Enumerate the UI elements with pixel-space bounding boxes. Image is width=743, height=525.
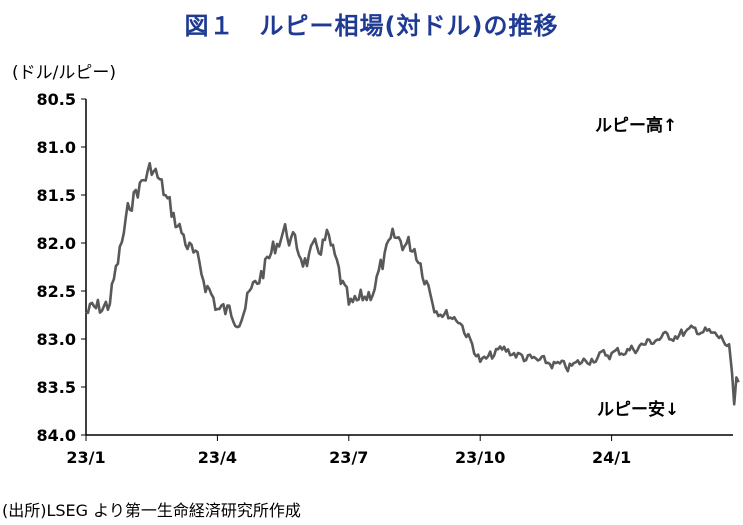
chart-title: 図１ ルピー相場(対ドル)の推移: [184, 12, 559, 40]
x-tick-label: 23/7: [329, 448, 368, 467]
y-axis-unit-label: (ドル/ルピー): [12, 63, 116, 83]
x-tick-label: 23/10: [455, 448, 505, 467]
y-tick-label: 81.0: [37, 138, 76, 157]
y-tick-label: 80.5: [37, 90, 76, 109]
x-tick-label: 23/4: [198, 448, 237, 467]
y-tick-label: 84.0: [37, 426, 76, 445]
y-tick-label: 81.5: [37, 186, 76, 205]
rupee-weak-annotation: ルピー安↓: [597, 399, 679, 420]
y-tick-label: 82.0: [37, 234, 76, 253]
y-tick-label: 82.5: [37, 282, 76, 301]
y-tick-label: 83.5: [37, 378, 76, 397]
rupee-rate-line: [85, 161, 740, 406]
x-tick-label: 24/1: [592, 448, 631, 467]
y-tick-label: 83.0: [37, 330, 76, 349]
rupee-strong-annotation: ルピー高↑: [595, 115, 677, 136]
source-note: (出所)LSEG より第一生命経済研究所作成: [2, 501, 301, 520]
x-tick-label: 23/1: [66, 448, 105, 467]
